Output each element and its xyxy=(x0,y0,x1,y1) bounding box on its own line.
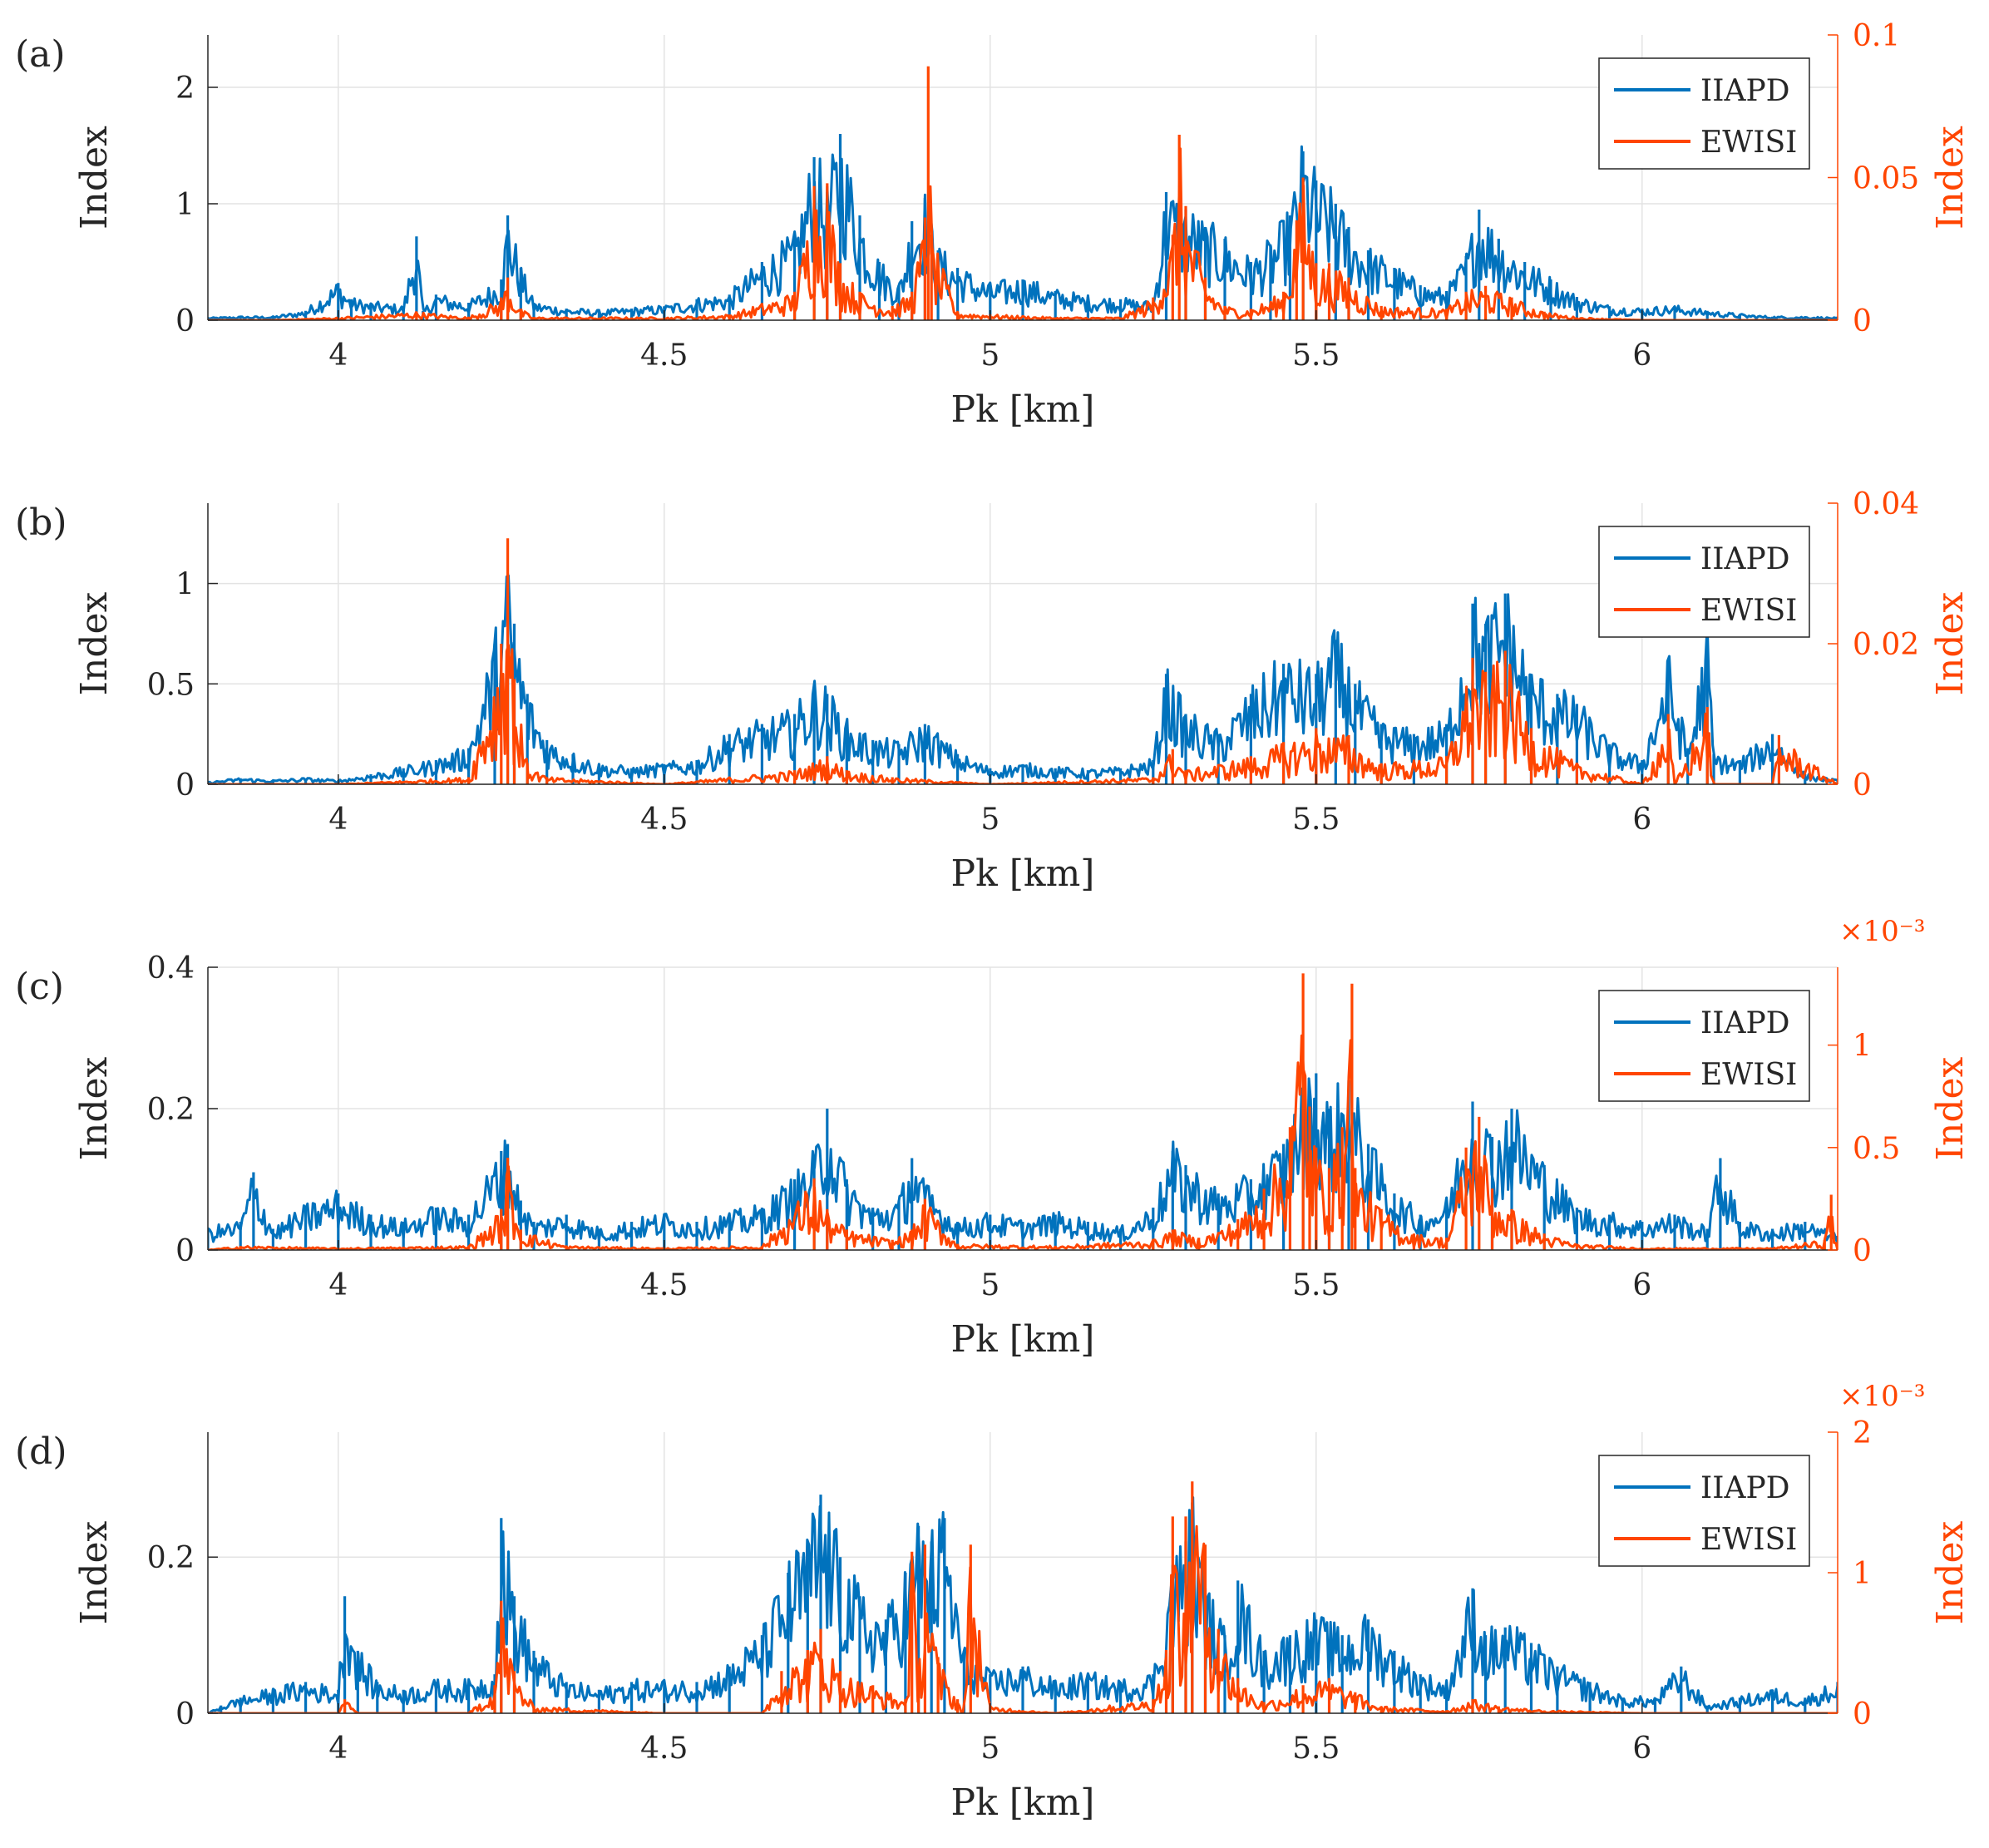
y-tick-label-right: 0.05 xyxy=(1853,162,1919,196)
x-tick-label: 4.5 xyxy=(640,1732,688,1766)
y-tick-label-right: 0.5 xyxy=(1853,1132,1900,1166)
series-peaks-iiapd xyxy=(220,1495,1838,1713)
panel-label: (b) xyxy=(15,502,67,544)
legend-label-iiapd: IIAPD xyxy=(1700,74,1790,108)
y-tick-label-left: 0 xyxy=(175,1234,195,1268)
series-line-ewisi xyxy=(208,1034,1838,1250)
x-tick-label: 4.5 xyxy=(640,338,688,373)
y-tick-label-left: 0.2 xyxy=(147,1541,195,1575)
y-tick-label-left: 0 xyxy=(175,768,195,803)
y-tick-label-right: 0 xyxy=(1853,304,1872,338)
x-axis-label: Pk [km] xyxy=(951,1781,1095,1824)
y-tick-label-left: 1 xyxy=(175,568,195,602)
series-peaks-ewisi xyxy=(239,973,1833,1250)
y-axis-label-right: Index xyxy=(1929,1520,1972,1624)
right-axis-exponent: ×10⁻³ xyxy=(1839,915,1925,948)
legend-box xyxy=(1598,57,1810,170)
x-tick-label: 6 xyxy=(1632,1268,1651,1302)
y-tick-label-left: 0.4 xyxy=(147,951,195,986)
x-axis-label: Pk [km] xyxy=(951,1318,1095,1361)
x-tick-label: 4 xyxy=(328,1732,348,1766)
y-axis-label-left: Index xyxy=(73,1520,116,1624)
panel-d: 4 4.5 5 5.5 6 0 0.2 0 1 2×10⁻³ Pk [km] Index Index (d… xyxy=(15,1380,1972,1824)
y-tick-label-right: 0 xyxy=(1853,1234,1872,1268)
legend-label-ewisi: EWISI xyxy=(1700,126,1797,160)
y-axis-label-left: Index xyxy=(73,591,116,695)
legend-box xyxy=(1598,526,1810,638)
x-tick-label: 5 xyxy=(980,803,999,837)
series-peaks-ewisi xyxy=(467,538,1780,784)
x-tick-label: 4.5 xyxy=(640,803,688,837)
series-line-ewisi xyxy=(208,644,1838,784)
legend-label-ewisi: EWISI xyxy=(1700,594,1797,628)
y-axis-label-left: Index xyxy=(73,1056,116,1160)
x-tick-label: 5.5 xyxy=(1292,803,1340,837)
x-tick-label: 4.5 xyxy=(640,1268,688,1302)
series-line-ewisi xyxy=(208,1524,1838,1713)
legend-label-ewisi: EWISI xyxy=(1700,1523,1797,1557)
x-tick-label: 5.5 xyxy=(1292,1268,1340,1302)
legend: IIAPD EWISI xyxy=(1598,1455,1810,1567)
legend-box xyxy=(1598,990,1810,1102)
panel-a: 4 4.5 5 5.5 6 0 1 2 0 0.05 0.1 Pk [km] Index Index (a)… xyxy=(15,19,1972,431)
x-tick-label: 5 xyxy=(980,1268,999,1302)
x-tick-label: 5 xyxy=(980,1732,999,1766)
panel-c: 4 4.5 5 5.5 6 0 0.2 0.4 0 0.5 1 ×10⁻³ Pk [km] Index In… xyxy=(15,915,1972,1361)
panel-label: (a) xyxy=(15,33,66,76)
series-line-ewisi xyxy=(208,147,1838,320)
y-axis-label-right: Index xyxy=(1929,591,1972,695)
series-peaks-iiapd xyxy=(208,134,1838,320)
y-tick-label-left: 0.2 xyxy=(147,1093,195,1127)
y-tick-label-right: 0 xyxy=(1853,1697,1872,1732)
x-tick-label: 4 xyxy=(328,803,348,837)
y-axis-label-right: Index xyxy=(1929,1056,1972,1160)
y-tick-label-left: 2 xyxy=(175,72,195,106)
y-tick-label-left: 0 xyxy=(175,304,195,338)
series-line-iiapd xyxy=(208,574,1838,784)
series-peaks-ewisi xyxy=(337,66,1578,320)
y-tick-label-right: 0 xyxy=(1853,768,1872,803)
y-axis-label-left: Index xyxy=(73,126,116,230)
y-tick-label-right: 0.02 xyxy=(1853,628,1919,662)
x-axis-label: Pk [km] xyxy=(951,388,1095,431)
legend-box xyxy=(1598,1455,1810,1567)
legend-label-ewisi: EWISI xyxy=(1700,1058,1797,1092)
x-tick-label: 4 xyxy=(328,338,348,373)
x-tick-label: 4 xyxy=(328,1268,348,1302)
legend: IIAPD EWISI xyxy=(1598,57,1810,170)
y-tick-label-right: 1 xyxy=(1853,1557,1872,1591)
x-tick-label: 6 xyxy=(1632,803,1651,837)
x-tick-label: 6 xyxy=(1632,1732,1651,1766)
right-axis-exponent: ×10⁻³ xyxy=(1839,1380,1925,1413)
y-axis-label-right: Index xyxy=(1929,126,1972,230)
legend-label-iiapd: IIAPD xyxy=(1700,1471,1790,1505)
legend: IIAPD EWISI xyxy=(1598,526,1810,638)
series-peaks-ewisi xyxy=(343,1481,1546,1713)
panel-b: 4 4.5 5 5.5 6 0 0.5 1 0 0.02 0.04 Pk [km] Index Index… xyxy=(15,487,1972,895)
y-tick-label-right: 1 xyxy=(1853,1030,1872,1064)
y-tick-label-right: 0.1 xyxy=(1853,19,1900,53)
x-tick-label: 5 xyxy=(980,338,999,373)
series-line-iiapd xyxy=(208,1077,1838,1245)
y-tick-label-right: 0.04 xyxy=(1853,487,1919,521)
legend: IIAPD EWISI xyxy=(1598,990,1810,1102)
x-tick-label: 5.5 xyxy=(1292,338,1340,373)
y-tick-label-right: 2 xyxy=(1853,1416,1872,1450)
panel-label: (c) xyxy=(15,966,64,1008)
legend-label-iiapd: IIAPD xyxy=(1700,1006,1790,1040)
y-tick-label-left: 0.5 xyxy=(147,668,195,702)
y-tick-label-left: 0 xyxy=(175,1697,195,1732)
x-axis-label: Pk [km] xyxy=(951,852,1095,895)
panel-label: (d) xyxy=(15,1430,67,1473)
x-tick-label: 5.5 xyxy=(1292,1732,1340,1766)
x-tick-label: 6 xyxy=(1632,338,1651,373)
legend-label-iiapd: IIAPD xyxy=(1700,542,1790,576)
y-tick-label-left: 1 xyxy=(175,188,195,222)
